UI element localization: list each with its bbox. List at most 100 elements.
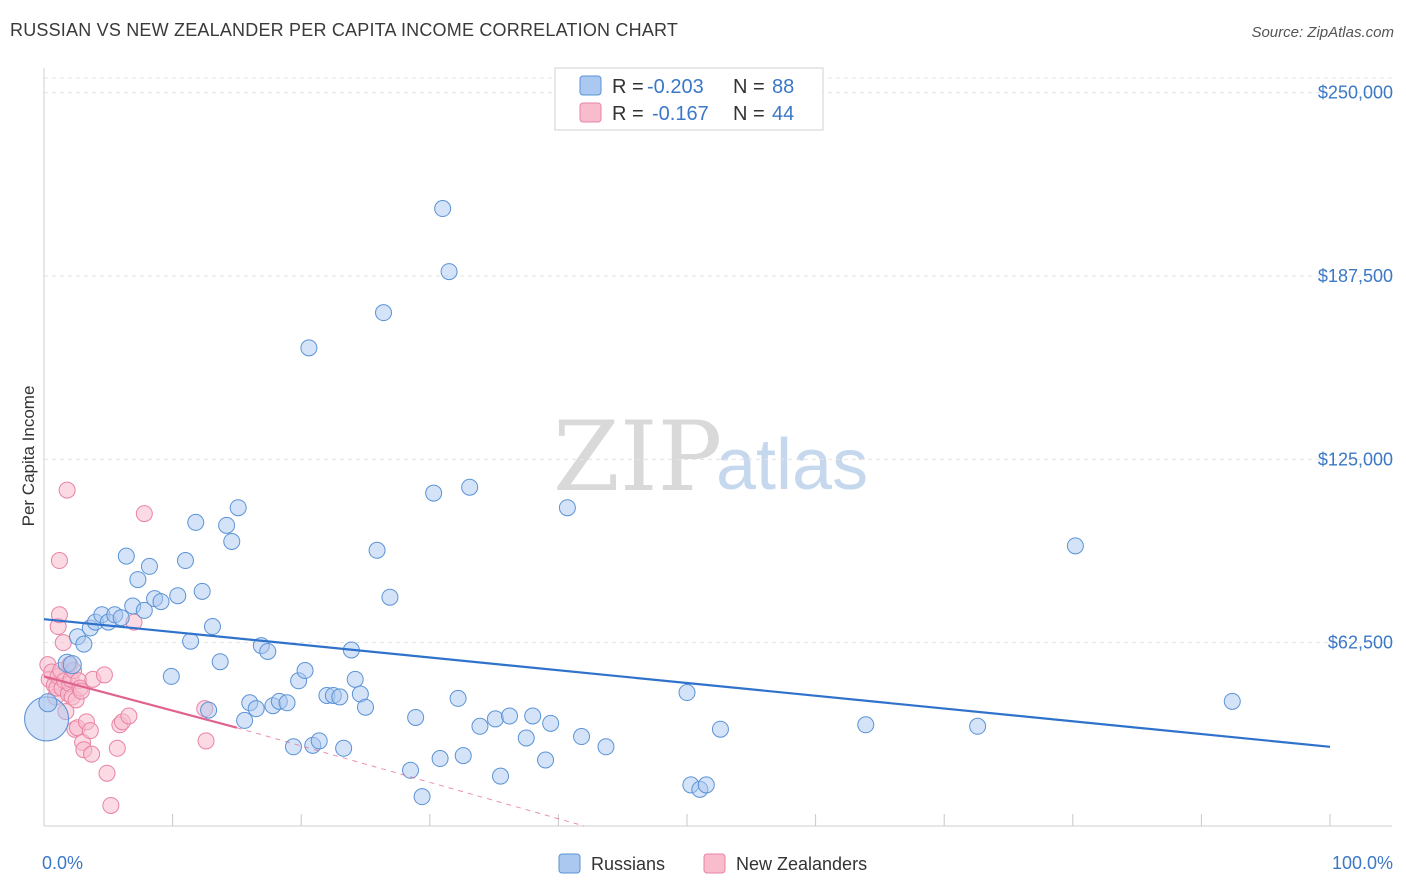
russian-point-66 bbox=[471, 717, 489, 735]
bottom-legend-swatch-nz bbox=[703, 853, 726, 874]
bottom-legend-swatch-russians bbox=[558, 853, 581, 874]
y-tick-label-1: $125,000 bbox=[1318, 449, 1393, 469]
russian-point-12 bbox=[117, 547, 135, 565]
source-attribution: Source: ZipAtlas.com bbox=[1251, 24, 1394, 41]
russian-point-15 bbox=[135, 601, 153, 619]
russian-point-39 bbox=[284, 738, 302, 756]
russian-point-85 bbox=[1223, 692, 1241, 710]
russian-point-33 bbox=[247, 700, 265, 718]
legend-r-label-russians: R = bbox=[612, 76, 644, 98]
russian-point-21 bbox=[176, 552, 194, 570]
legend-n-label-nz: N = bbox=[733, 103, 765, 125]
russian-point-30 bbox=[229, 499, 247, 517]
russian-point-60 bbox=[431, 750, 449, 768]
grid-lines bbox=[44, 77, 1392, 644]
russian-point-74 bbox=[558, 499, 576, 517]
russian-point-58 bbox=[413, 788, 431, 806]
y-tick-label-2: $187,500 bbox=[1318, 266, 1393, 286]
russian-point-61 bbox=[434, 200, 452, 218]
legend-swatch-russians bbox=[579, 75, 602, 96]
correlation-legend: R = -0.203 N = 88 R = -0.167 N = 44 bbox=[554, 67, 824, 131]
legend-swatch-nz bbox=[579, 102, 602, 123]
russian-point-76 bbox=[597, 738, 615, 756]
russian-point-20 bbox=[169, 587, 187, 605]
russian-point-31 bbox=[236, 711, 254, 729]
russian-point-65 bbox=[461, 478, 479, 496]
bottom-legend-nz: New Zealanders bbox=[736, 854, 867, 874]
nz-point-34 bbox=[95, 666, 113, 684]
y-tick-labels: $62,500 $125,000 $187,500 $250,000 bbox=[1318, 83, 1393, 653]
russian-point-26 bbox=[203, 618, 221, 636]
y-axis-label: Per Capita Income bbox=[19, 386, 38, 527]
russian-point-24 bbox=[193, 582, 211, 600]
russian-point-81 bbox=[711, 720, 729, 738]
russian-point-62 bbox=[440, 263, 458, 281]
trend-lines bbox=[43, 618, 1331, 827]
nz-point-9 bbox=[50, 606, 68, 624]
russian-point-84 bbox=[1066, 537, 1084, 555]
x-tick-label-min: 0.0% bbox=[42, 853, 83, 873]
legend-r-label-nz: R = bbox=[612, 103, 644, 125]
russian-point-69 bbox=[501, 707, 519, 725]
russian-point-53 bbox=[368, 541, 386, 559]
russian-point-19 bbox=[162, 667, 180, 685]
russian-point-64 bbox=[454, 747, 472, 765]
russian-point-41 bbox=[296, 662, 314, 680]
russian-point-11 bbox=[112, 609, 130, 627]
russian-point-29 bbox=[223, 532, 241, 550]
russian-point-47 bbox=[331, 688, 349, 706]
x-tick-label-max: 100.0% bbox=[1332, 853, 1393, 873]
russian-point-27 bbox=[211, 653, 229, 671]
russian-point-54 bbox=[375, 304, 393, 322]
nz-point-8 bbox=[50, 552, 68, 570]
nz-point-37 bbox=[108, 739, 126, 757]
russian-point-44 bbox=[310, 732, 328, 750]
russian-point-63 bbox=[449, 689, 467, 707]
russian-point-42 bbox=[300, 339, 318, 357]
y-tick-label-3: $250,000 bbox=[1318, 83, 1393, 103]
russian-point-28 bbox=[218, 516, 236, 534]
russian-point-35 bbox=[259, 642, 277, 660]
russian-point-77 bbox=[678, 684, 696, 702]
nz-point-12 bbox=[54, 634, 72, 652]
nz-point-15 bbox=[58, 481, 76, 499]
russian-point-56 bbox=[402, 761, 420, 779]
russian-point-38 bbox=[278, 694, 296, 712]
russian-point-3 bbox=[62, 655, 82, 675]
russian-point-50 bbox=[346, 670, 364, 688]
watermark-atlas: atlas bbox=[716, 425, 868, 505]
russian-point-23 bbox=[187, 513, 205, 531]
bottom-legend-russians: Russians bbox=[591, 854, 665, 874]
russian-point-83 bbox=[969, 717, 987, 735]
legend-n-label-russians: N = bbox=[733, 76, 765, 98]
russian-point-72 bbox=[537, 751, 555, 769]
russian-point-67 bbox=[486, 710, 504, 728]
russian-point-22 bbox=[182, 632, 200, 650]
y-tick-label-0: $62,500 bbox=[1328, 633, 1393, 653]
nz-point-31 bbox=[81, 722, 99, 740]
nz-trend-line-extension bbox=[236, 727, 585, 827]
legend-n-value-russians: 88 bbox=[772, 76, 794, 98]
russian-point-82 bbox=[857, 716, 875, 734]
russian-point-25 bbox=[200, 701, 218, 719]
chart-title: RUSSIAN VS NEW ZEALANDER PER CAPITA INCO… bbox=[10, 20, 679, 40]
watermark: ZIP atlas bbox=[553, 401, 868, 513]
nz-point-36 bbox=[102, 796, 120, 814]
russian-point-73 bbox=[542, 714, 560, 732]
nz-point-44 bbox=[197, 732, 215, 750]
russian-point-55 bbox=[381, 588, 399, 606]
nz-point-42 bbox=[135, 505, 153, 523]
legend-r-value-nz: -0.167 bbox=[652, 103, 709, 125]
russian-point-70 bbox=[517, 729, 535, 747]
russian-point-71 bbox=[524, 707, 542, 725]
russian-point-48 bbox=[335, 739, 353, 757]
russian-point-18 bbox=[152, 593, 170, 611]
legend-r-value-russians: -0.203 bbox=[647, 76, 704, 98]
russian-point-52 bbox=[357, 698, 374, 716]
nz-point-40 bbox=[120, 707, 138, 725]
russian-point-57 bbox=[407, 708, 425, 726]
russian-point-80 bbox=[697, 776, 715, 794]
nz-point-32 bbox=[83, 745, 101, 763]
russians-trend-line bbox=[43, 618, 1331, 748]
